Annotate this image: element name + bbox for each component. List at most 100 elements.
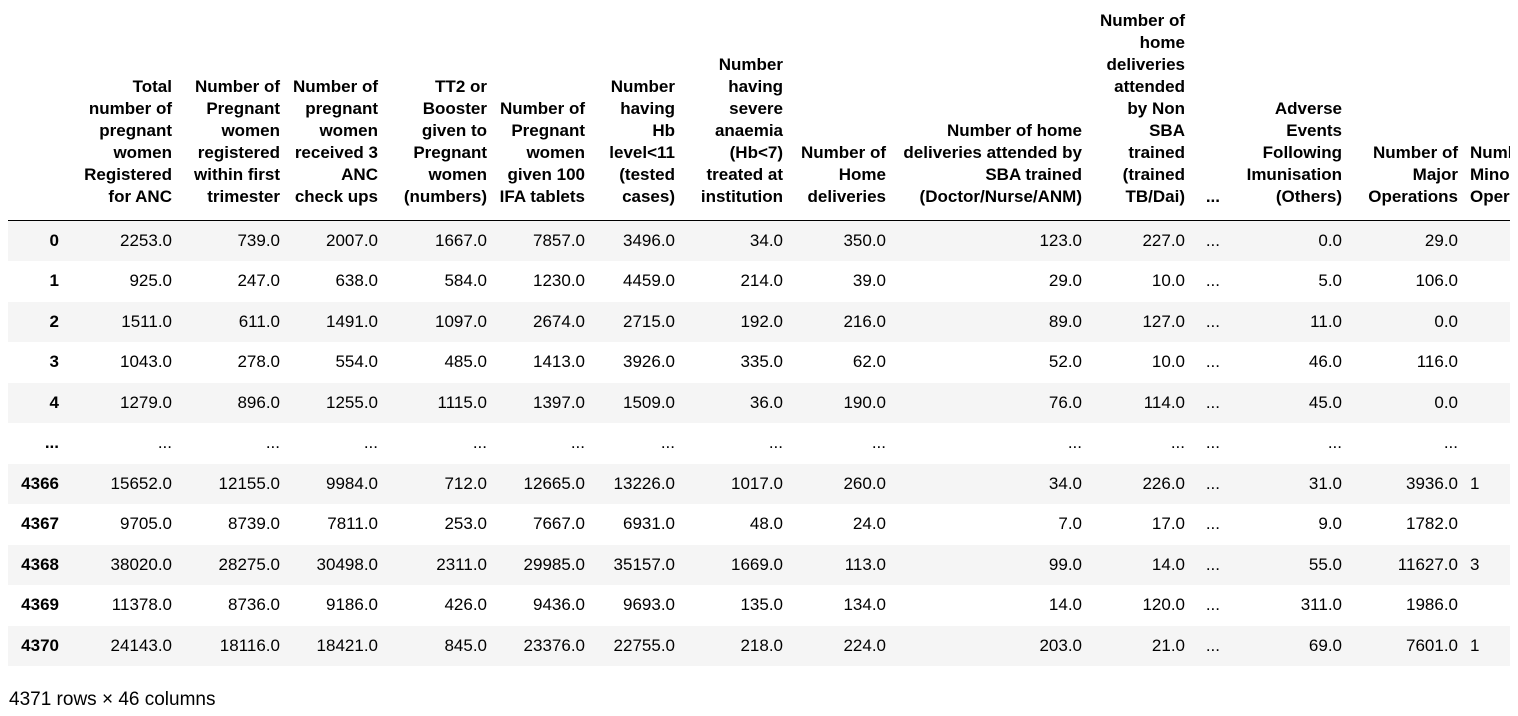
- table-cell: 22755.0: [613, 635, 675, 655]
- table-cell: 38020.0: [110, 554, 172, 574]
- table-cell: 192.0: [740, 311, 783, 331]
- table-cell: 31.0: [1308, 473, 1342, 493]
- table-cell: 30498.0: [316, 554, 378, 574]
- table-cell: 14.0: [1048, 595, 1082, 615]
- table-cell: ...: [1205, 473, 1220, 493]
- table-cell: 0.0: [1434, 311, 1458, 331]
- table-body: 0 2253.0 739.0 2007.0 1667.0 7857.0 3496.0 34.0…: [8, 220, 1510, 666]
- table-cell: 29985.0: [523, 554, 585, 574]
- table-cell: 11.0: [1310, 311, 1342, 331]
- table-header: Total number of pregnant women Registere…: [8, 0, 1510, 221]
- row-index: 4368: [21, 554, 59, 574]
- table-cell: ...: [1205, 433, 1220, 453]
- column-header: Total number of pregnant women Registere…: [69, 0, 178, 221]
- table-cell: 485.0: [444, 352, 487, 372]
- row-index: ...: [44, 433, 59, 453]
- table-cell: 1115.0: [437, 392, 487, 412]
- table-cell: 1017.0: [731, 473, 783, 493]
- table-cell: ...: [660, 433, 675, 453]
- table-cell: 23376.0: [523, 635, 585, 655]
- table-cell: 28275.0: [218, 554, 280, 574]
- table-cell: 76.0: [1048, 392, 1082, 412]
- table-cell: 1782.0: [1406, 514, 1458, 534]
- table-cell: 3926.0: [623, 352, 675, 372]
- table-cell: ...: [570, 433, 585, 453]
- table-cell: 127.0: [1142, 311, 1185, 331]
- table-cell: 1667.0: [435, 231, 487, 250]
- table-cell: 35157.0: [613, 554, 675, 574]
- dataframe-shape-label: 4371 rows × 46 columns: [9, 689, 216, 710]
- table-cell: 116.0: [1416, 352, 1458, 372]
- table-cell: ...: [363, 433, 378, 453]
- table-cell: ...: [1205, 392, 1220, 412]
- table-cell: 89.0: [1048, 311, 1082, 331]
- table-cell: ...: [1443, 433, 1458, 453]
- table-cell: 1669.0: [731, 554, 783, 574]
- column-header: Number of home deliveries attended by SB…: [892, 0, 1088, 221]
- table-cell: 1413.0: [533, 352, 585, 372]
- column-header: Adverse Events Following Imunisation (Ot…: [1226, 0, 1348, 221]
- row-index: 1: [49, 271, 59, 291]
- table-cell: 7.0: [1058, 514, 1082, 534]
- table-cell: 5.0: [1318, 271, 1342, 291]
- row-index: 4366: [21, 473, 59, 493]
- table-row: 4 1279.0 896.0 1255.0 1115.0 1397.0 1509.0 36.0…: [8, 382, 1510, 423]
- table-cell: 218.0: [740, 635, 783, 655]
- index-header: [8, 0, 69, 221]
- table-cell: ...: [472, 433, 487, 453]
- table-cell: 18116.0: [219, 635, 280, 655]
- table-cell: 7857.0: [533, 231, 585, 250]
- table-cell: 17.0: [1151, 514, 1185, 534]
- table-cell: [1464, 342, 1510, 383]
- table-cell: [1464, 423, 1510, 464]
- table-cell: ...: [871, 433, 886, 453]
- table-cell: ...: [1170, 433, 1185, 453]
- table-cell: 14.0: [1151, 554, 1185, 574]
- table-row: 4368 38020.0 28275.0 30498.0 2311.0 29985.0 35…: [8, 544, 1510, 585]
- table-cell: ...: [1205, 635, 1220, 655]
- table-cell: 120.0: [1142, 595, 1185, 615]
- table-cell: 4459.0: [623, 271, 675, 291]
- column-header: Number of Home deliveries: [789, 0, 892, 221]
- row-index: 2: [49, 311, 59, 331]
- column-header: Number having severe anaemia (Hb<7) trea…: [681, 0, 789, 221]
- table-cell: 8739.0: [228, 514, 280, 534]
- table-cell: 2007.0: [326, 231, 378, 250]
- table-cell: 3496.0: [623, 231, 675, 250]
- dataframe-table: Total number of pregnant women Registere…: [8, 0, 1510, 666]
- table-cell: 190.0: [843, 392, 886, 412]
- dataframe-output: Total number of pregnant women Registere…: [8, 0, 1510, 666]
- table-cell: 24.0: [852, 514, 886, 534]
- table-cell: ...: [1205, 352, 1220, 372]
- table-cell: 335.0: [740, 352, 783, 372]
- table-cell: 311.0: [1300, 595, 1342, 615]
- table-cell: 925.0: [129, 271, 172, 291]
- table-cell: 8736.0: [228, 595, 280, 615]
- table-cell: 9984.0: [326, 473, 378, 493]
- table-cell: ...: [1205, 514, 1220, 534]
- table-cell: 6931.0: [623, 514, 675, 534]
- table-cell: 226.0: [1142, 473, 1185, 493]
- row-index: 0: [49, 231, 59, 250]
- table-row: ........................................…: [8, 423, 1510, 464]
- table-cell: 1: [1470, 473, 1480, 493]
- table-cell: [1464, 302, 1510, 343]
- table-cell: 106.0: [1415, 271, 1458, 291]
- table-cell: 29.0: [1424, 231, 1458, 250]
- table-cell: 214.0: [740, 271, 783, 291]
- table-cell: 62.0: [852, 352, 886, 372]
- table-cell: ...: [1327, 433, 1342, 453]
- table-cell: ...: [1205, 271, 1220, 291]
- table-cell: 7811.0: [327, 514, 378, 534]
- table-cell: 350.0: [843, 231, 886, 250]
- table-cell: 224.0: [843, 635, 886, 655]
- table-cell: 123.0: [1039, 231, 1082, 250]
- table-cell: 34.0: [749, 231, 783, 250]
- table-cell: [1464, 585, 1510, 626]
- table-cell: 34.0: [1048, 473, 1082, 493]
- table-cell: 247.0: [237, 271, 280, 291]
- table-cell: ...: [1205, 595, 1220, 615]
- table-cell: 1511.0: [121, 311, 172, 331]
- table-cell: 9.0: [1318, 514, 1342, 534]
- table-row: 4366 15652.0 12155.0 9984.0 712.0 12665.0 1322…: [8, 463, 1510, 504]
